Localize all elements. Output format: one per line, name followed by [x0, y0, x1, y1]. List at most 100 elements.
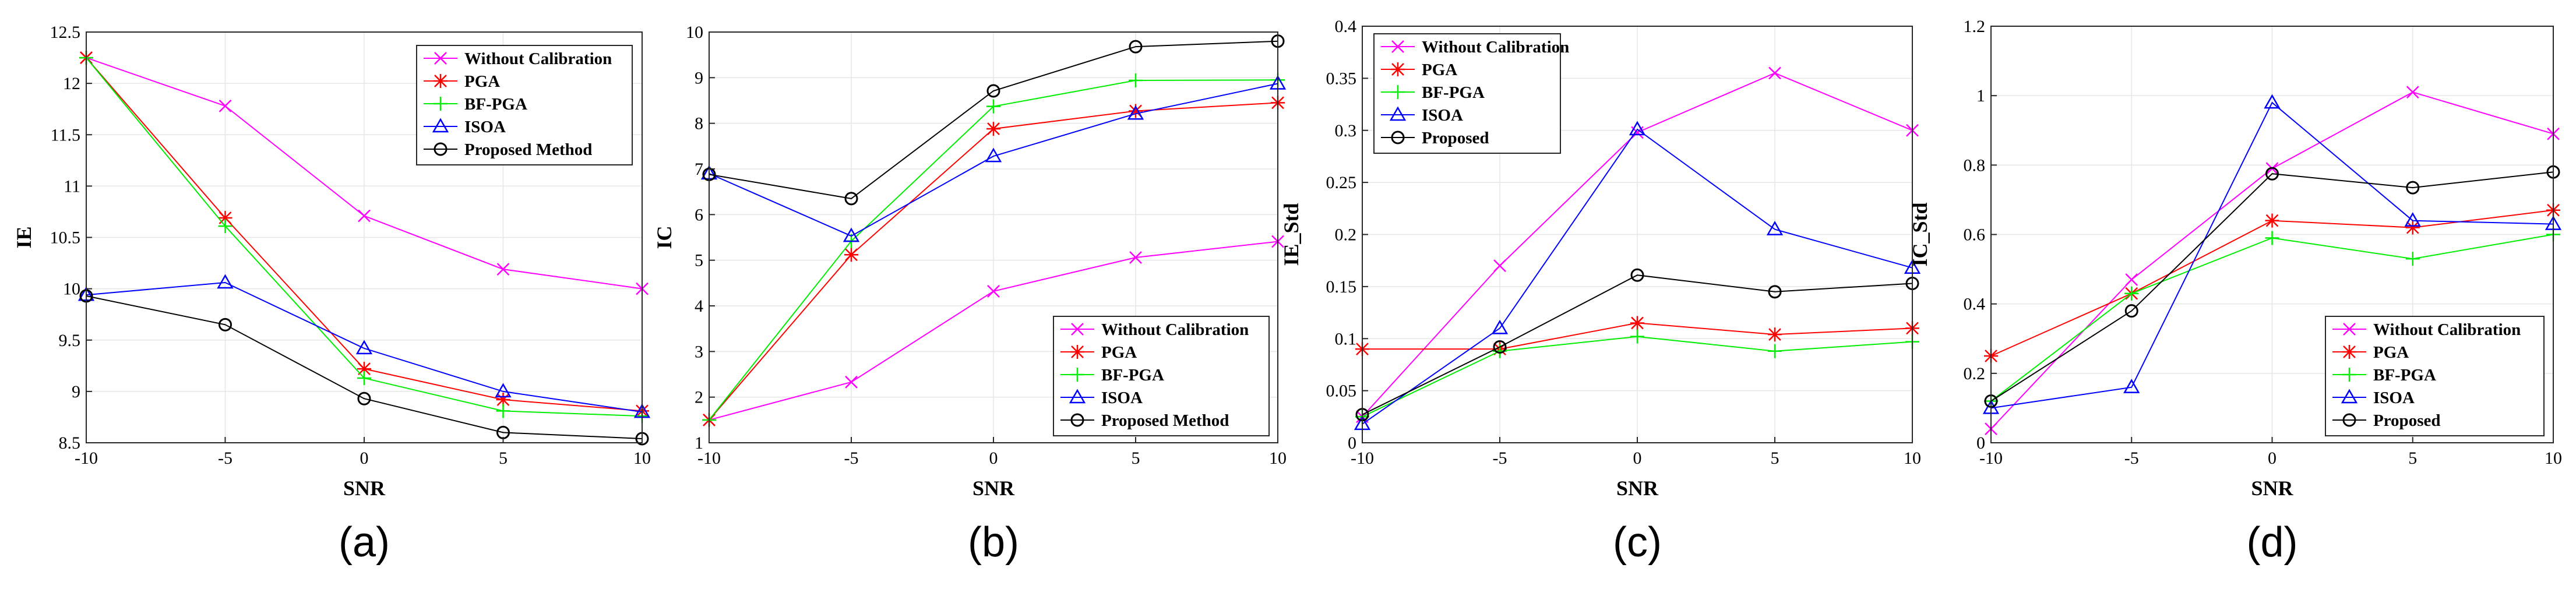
x-axis-label: SNR	[343, 477, 386, 500]
legend-label: Proposed Method	[1101, 411, 1229, 430]
data-point-marker	[496, 404, 510, 418]
legend-box	[2325, 316, 2545, 436]
legend-marker	[434, 52, 447, 65]
legend-item: PGA	[1381, 61, 1457, 79]
legend-marker	[2342, 345, 2356, 359]
data-point-marker	[355, 340, 373, 355]
series-proposed-method	[702, 34, 1285, 206]
y-tick-label: 10.5	[50, 228, 81, 248]
data-point-marker	[1630, 268, 1644, 282]
legend-label: ISOA	[464, 118, 506, 136]
legend-label: PGA	[1101, 343, 1137, 362]
data-point-marker	[357, 362, 371, 376]
legend-item: BF-PGA	[1060, 366, 1164, 385]
legend-marker	[1071, 323, 1084, 336]
data-point-marker	[1768, 327, 1782, 342]
y-tick-label: 0.3	[1335, 121, 1357, 140]
data-point-marker	[219, 318, 232, 331]
y-tick-label: 11	[64, 177, 80, 196]
x-tick-label: -10	[75, 449, 98, 468]
legend-label: Proposed	[1422, 129, 1489, 147]
series-line	[86, 295, 643, 439]
legend-marker	[434, 97, 447, 111]
x-tick-label: -10	[1351, 449, 1374, 468]
data-point-marker	[1766, 221, 1784, 235]
legend-marker	[2341, 389, 2358, 404]
data-point-marker	[1768, 66, 1781, 80]
legend-item: BF-PGA	[424, 95, 527, 114]
legend-marker	[1391, 85, 1405, 99]
x-axis-label: SNR	[1616, 477, 1659, 500]
data-point-marker	[2404, 212, 2421, 227]
y-tick-label: 0.25	[1326, 173, 1357, 192]
y-tick-label: 1	[1976, 86, 1985, 105]
data-point-marker	[2124, 286, 2139, 301]
legend-item: Without Calibration	[1381, 38, 1569, 57]
legend: Without Calibration PGA BF-PGA ISOA Proposed	[1373, 33, 1569, 154]
legend-box	[416, 45, 633, 165]
x-tick-label: 0	[360, 449, 369, 468]
x-tick-label: 0	[2268, 449, 2277, 468]
legend-label: BF-PGA	[1101, 366, 1164, 385]
x-tick-label: 10	[2545, 449, 2562, 468]
subplot-label: (d)	[2247, 519, 2298, 566]
legend-item: ISOA	[1381, 106, 1463, 125]
subplot-label: (c)	[1613, 519, 1662, 566]
legend-item: Without Calibration	[424, 50, 612, 68]
legend-item: BF-PGA	[2332, 366, 2436, 385]
data-point-marker	[2406, 86, 2419, 99]
y-tick-label: 0.8	[1964, 156, 1986, 175]
data-point-marker	[1768, 285, 1782, 299]
legend-marker	[1069, 389, 1086, 404]
legend-label: Proposed	[2373, 411, 2440, 430]
legend-item: Proposed Method	[1060, 411, 1229, 430]
x-tick-label: -5	[2124, 449, 2139, 468]
series-without-calibration	[703, 235, 1284, 426]
x-axis-label: SNR	[2251, 477, 2293, 500]
y-axis-label: IC_Std	[1908, 202, 1932, 266]
legend-item: Proposed	[1381, 129, 1489, 147]
data-point-marker	[495, 383, 512, 398]
y-tick-label: 0.2	[1335, 225, 1357, 245]
data-point-marker	[358, 209, 371, 223]
data-point-marker	[844, 192, 858, 206]
chart-panel-4: -10 -5 0 5 10 0 0.2 0.4 0.6 0.8 1 1.2 SNR IC_Std Witho…	[1908, 17, 2562, 566]
series-line	[1990, 171, 2554, 402]
legend-item: PGA	[2332, 343, 2409, 362]
legend-item: ISOA	[2332, 389, 2415, 407]
legend-label: BF-PGA	[2373, 366, 2436, 385]
data-point-marker	[1129, 73, 1143, 88]
series-line	[1362, 128, 1913, 425]
data-point-marker	[357, 392, 371, 405]
legend-item: Without Calibration	[1060, 320, 1249, 339]
legend-box	[1373, 33, 1561, 154]
y-tick-label: 0.05	[1326, 382, 1357, 401]
legend-item: PGA	[424, 72, 500, 91]
y-tick-label: 0	[1976, 433, 1985, 453]
data-point-marker	[985, 147, 1002, 163]
data-point-marker	[1129, 40, 1143, 54]
y-tick-label: 8	[695, 114, 703, 133]
y-tick-label: 6	[695, 205, 703, 224]
x-tick-label: 0	[989, 449, 998, 468]
legend-label: Without Calibration	[464, 50, 612, 68]
y-tick-label: 7	[695, 160, 703, 179]
legend: Without Calibration PGA BF-PGA ISOA Proposed…	[1053, 316, 1270, 436]
data-point-marker	[1493, 259, 1506, 273]
series-bf-pga	[79, 51, 649, 424]
data-point-marker	[1129, 251, 1142, 264]
legend-label: Without Calibration	[2373, 320, 2521, 339]
legend-marker	[1391, 62, 1405, 76]
data-point-marker	[845, 375, 858, 389]
x-tick-label: -10	[697, 449, 721, 468]
series-line	[709, 83, 1278, 237]
legend-marker	[434, 142, 447, 156]
legend-item: BF-PGA	[1381, 83, 1485, 102]
x-tick-label: -5	[1493, 449, 1507, 468]
y-axis-label: IC	[653, 225, 676, 249]
y-tick-label: 0.15	[1326, 277, 1357, 297]
data-point-marker	[1768, 344, 1782, 358]
series-proposed-method	[79, 289, 649, 446]
data-point-marker	[1127, 105, 1144, 120]
